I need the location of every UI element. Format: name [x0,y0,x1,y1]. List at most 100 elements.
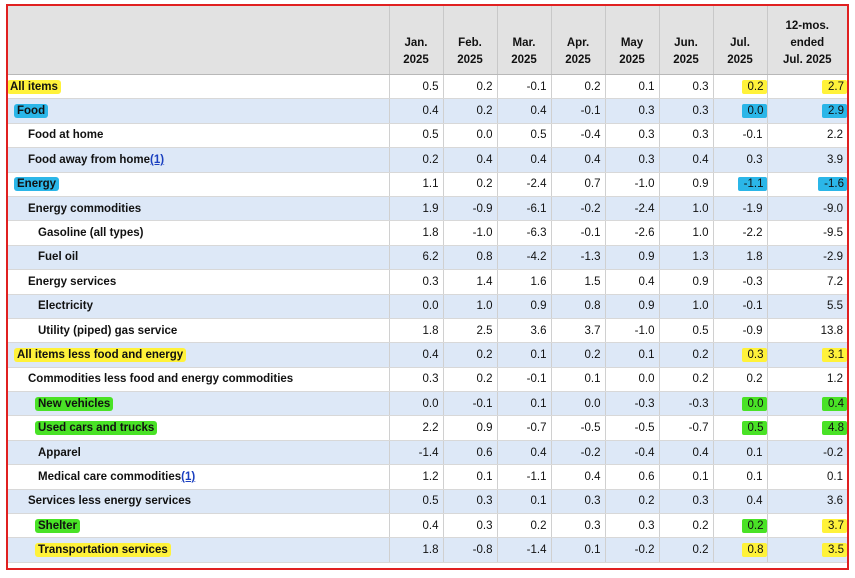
row-label-cell: Commodities less food and energy commodi… [8,367,389,393]
value-cell: 1.8 [388,220,443,246]
cell-value: -0.1 [742,300,763,313]
row-label: Electricity [38,300,93,313]
value-cell: 0.2 [604,489,659,515]
row-label: New vehicles [35,396,114,411]
value-cell: 1.8 [712,245,767,271]
row-label-cell: Medical care commodities(1) [8,464,389,490]
value-cell: 0.9 [604,294,659,319]
cell-value: 0.1 [827,470,843,483]
row-label: Fuel oil [38,251,79,264]
header-line: Jan. [404,37,428,49]
value-cell: 2.5 [442,318,497,344]
cell-value: 0.5 [422,129,439,142]
cell-value: 0.8 [741,543,767,558]
value-cell: 0.2 [658,342,713,368]
value-cell: 0.3 [604,123,659,149]
cell-value: 0.1 [638,348,655,361]
cell-value: 0.1 [584,373,601,386]
row-label: Commodities less food and energy commodi… [28,373,294,386]
table-row: Used cars and trucks 2.2 0.9 -0.7 -0.5 -0.5 -0… [8,415,847,441]
header-line: Apr. [566,37,590,49]
table-row: Energy 1.1 0.2 -2.4 0.7 -1.0 0.9 -1.1 -1.6 [8,172,847,197]
cell-value: 1.3 [692,251,709,264]
cell-value: 13.8 [820,324,843,337]
cell-value: 0.1 [638,80,655,93]
value-cell: 0.2 [550,74,605,100]
cell-value: 0.3 [584,519,601,532]
row-label: All items less food and energy [14,347,187,362]
value-cell: -2.4 [496,172,551,197]
row-label-cell: Energy services [8,269,389,295]
cell-value: 0.1 [530,397,547,410]
cell-value: 0.1 [530,348,547,361]
cell-value: 0.4 [422,519,439,532]
value-cell: 1.0 [658,220,713,246]
value-cell: 0.1 [550,367,605,393]
value-cell: 0.0 [442,123,497,149]
cell-value: -0.3 [742,275,763,288]
cell-value: -0.2 [634,544,655,557]
header-item-label [8,6,389,75]
value-cell: 0.4 [604,269,659,295]
footnote-link[interactable]: (1) [150,153,165,166]
value-cell: -2.6 [604,220,659,246]
cell-value: 0.2 [692,373,709,386]
header-line: 2025 [673,54,699,66]
cell-value: 0.2 [741,79,767,94]
header-line: 2025 [511,54,537,66]
value-cell: 1.1 [388,172,443,197]
value-cell: -1.4 [388,440,443,466]
cell-value: 0.3 [638,519,655,532]
value-cell: 1.0 [658,196,713,222]
value-cell: 3.9 [766,147,847,173]
cell-value: -0.1 [742,129,763,142]
cell-value: 0.0 [422,300,439,313]
cell-value: 0.2 [741,518,767,533]
value-cell: -0.4 [550,123,605,149]
header-line: Jul. [730,37,750,49]
value-cell: 0.3 [604,98,659,124]
cell-value: 0.3 [741,347,767,362]
table-row: Gasoline (all types) 1.8 -1.0 -6.3 -0.1 -2.6 1… [8,220,847,246]
footnote-link[interactable]: (1) [181,470,196,483]
cell-value: 0.4 [692,153,709,166]
cell-value: 0.2 [584,348,601,361]
cell-value: -0.5 [580,422,601,435]
cell-value: 3.7 [584,324,601,337]
header-period-5: May 2025 [604,6,659,75]
value-cell: -1.1 [496,464,551,490]
value-cell: 0.2 [550,342,605,368]
value-cell: -0.1 [712,294,767,319]
cell-value: -6.3 [526,227,547,240]
cell-value: 5.5 [827,300,843,313]
cell-value: 3.7 [822,518,847,533]
cell-value: 0.0 [476,129,493,142]
value-cell: 0.1 [496,489,551,515]
cell-value: 0.4 [746,495,763,508]
value-cell: -0.2 [550,196,605,222]
cell-value: 0.9 [638,300,655,313]
value-cell: 0.2 [712,367,767,393]
cell-value: -0.4 [634,446,655,459]
cell-value: 0.4 [530,153,547,166]
table-row: Food away from home(1) 0.2 0.4 0.4 0.4 0.3 0.4… [8,147,847,173]
value-cell: 0.1 [712,440,767,466]
cell-value: 0.1 [530,495,547,508]
cell-value: -0.1 [526,373,547,386]
value-cell: 0.8 [712,537,767,563]
cell-value: 0.4 [422,348,439,361]
cell-value: 0.9 [638,251,655,264]
value-cell: -0.4 [604,440,659,466]
cell-value: 0.5 [422,495,439,508]
cell-value: 0.3 [692,495,709,508]
value-cell: 6.2 [388,245,443,271]
value-cell: 0.1 [496,342,551,368]
cell-value: -2.4 [634,202,655,215]
value-cell: -0.9 [442,196,497,222]
cell-value: 0.2 [476,178,493,191]
value-cell: 0.4 [388,342,443,368]
cell-value: 0.4 [822,396,847,411]
value-cell: 3.5 [766,537,847,563]
value-cell: 0.0 [712,98,767,124]
cell-value: 0.3 [692,129,709,142]
